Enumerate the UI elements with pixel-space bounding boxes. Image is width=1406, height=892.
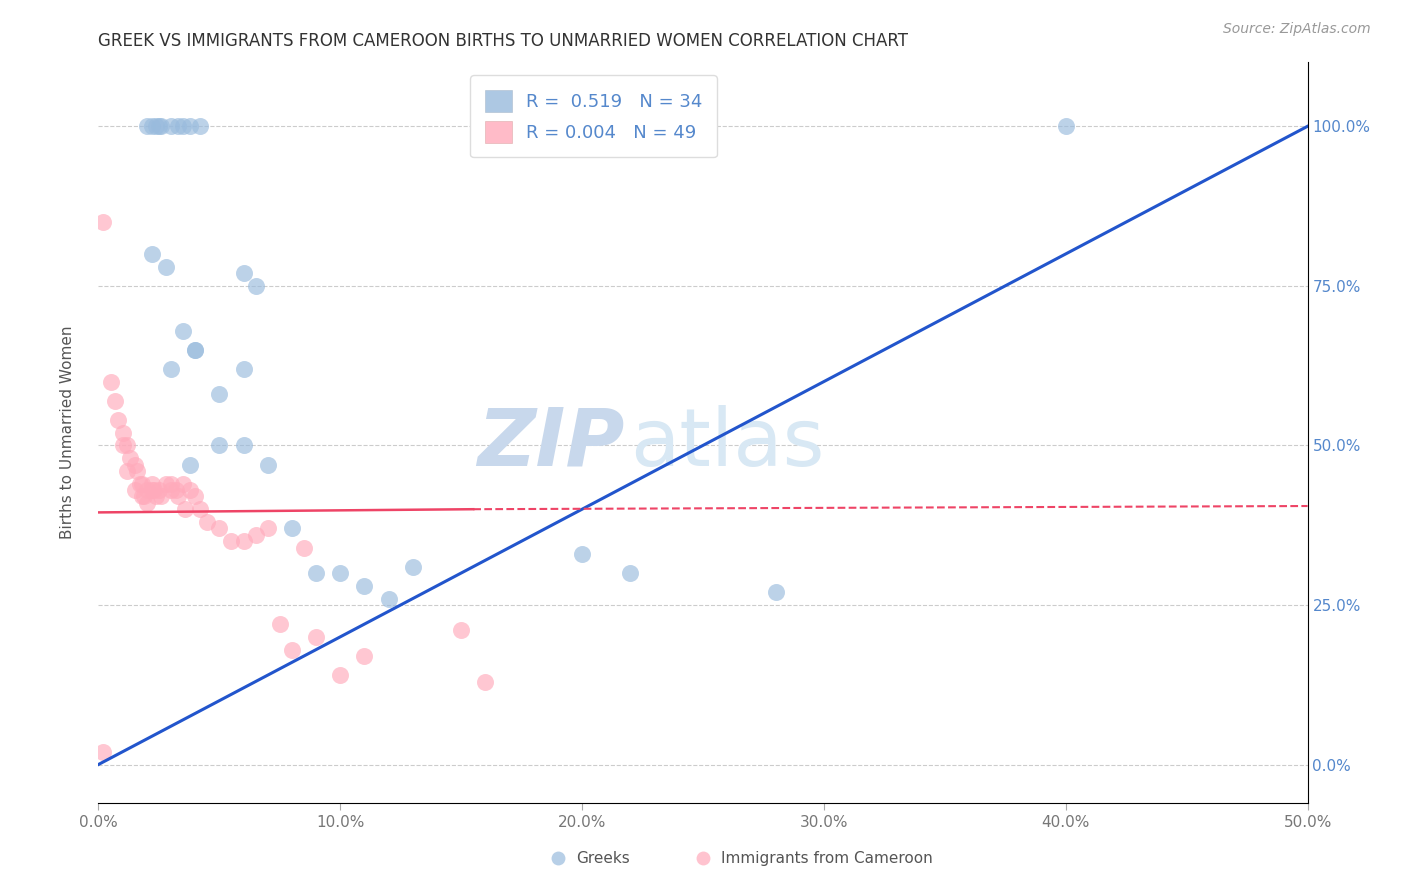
- Point: [765, 585, 787, 599]
- Point: [179, 120, 201, 134]
- Point: [172, 476, 194, 491]
- Point: [141, 120, 163, 134]
- Point: [353, 648, 375, 663]
- Point: [353, 579, 375, 593]
- Point: [160, 120, 183, 134]
- Point: [245, 278, 267, 293]
- Point: [402, 559, 425, 574]
- Point: [160, 361, 183, 376]
- Point: [160, 476, 183, 491]
- Point: [143, 483, 166, 497]
- Point: [135, 483, 157, 497]
- Point: [281, 521, 304, 535]
- Point: [111, 438, 134, 452]
- Point: [184, 343, 207, 357]
- Point: [135, 120, 157, 134]
- Point: [184, 343, 207, 357]
- Point: [131, 476, 153, 491]
- Point: [221, 534, 243, 549]
- Point: [188, 502, 211, 516]
- Point: [195, 515, 218, 529]
- Point: [377, 591, 399, 606]
- Point: [145, 490, 167, 504]
- Point: [155, 260, 177, 274]
- Y-axis label: Births to Unmarried Women: Births to Unmarried Women: [60, 326, 75, 540]
- Point: [208, 521, 231, 535]
- Text: GREEK VS IMMIGRANTS FROM CAMEROON BIRTHS TO UNMARRIED WOMEN CORRELATION CHART: GREEK VS IMMIGRANTS FROM CAMEROON BIRTHS…: [98, 32, 908, 50]
- Point: [571, 547, 593, 561]
- Point: [179, 483, 201, 497]
- Point: [107, 413, 129, 427]
- Point: [245, 527, 267, 541]
- Point: [450, 624, 472, 638]
- Point: [619, 566, 641, 580]
- Point: [232, 266, 254, 280]
- Point: [292, 541, 315, 555]
- Point: [329, 668, 352, 682]
- Point: [172, 120, 194, 134]
- Point: [329, 566, 352, 580]
- Point: [269, 617, 291, 632]
- Point: [100, 375, 122, 389]
- Point: [131, 490, 153, 504]
- Text: ZIP: ZIP: [477, 405, 624, 483]
- Point: [167, 490, 190, 504]
- Point: [155, 476, 177, 491]
- Point: [128, 476, 150, 491]
- Point: [141, 247, 163, 261]
- Point: [256, 521, 278, 535]
- Point: [1296, 805, 1319, 820]
- Point: [117, 438, 139, 452]
- Point: [232, 534, 254, 549]
- Point: [104, 393, 127, 408]
- Point: [118, 451, 141, 466]
- Point: [165, 483, 187, 497]
- Point: [135, 496, 157, 510]
- Point: [91, 745, 114, 759]
- Point: [124, 483, 146, 497]
- Point: [141, 483, 163, 497]
- Point: [208, 387, 231, 401]
- Point: [134, 490, 156, 504]
- Point: [148, 120, 170, 134]
- Point: [160, 483, 183, 497]
- Point: [111, 425, 134, 440]
- Point: [474, 674, 496, 689]
- Point: [281, 642, 304, 657]
- Point: [184, 490, 207, 504]
- Point: [305, 630, 328, 644]
- Point: [141, 476, 163, 491]
- Point: [1054, 120, 1077, 134]
- Point: [232, 438, 254, 452]
- Point: [150, 490, 173, 504]
- Point: [148, 483, 170, 497]
- Point: [150, 120, 173, 134]
- Point: [174, 502, 197, 516]
- Point: [188, 120, 211, 134]
- Text: atlas: atlas: [630, 405, 825, 483]
- Text: Greeks: Greeks: [576, 851, 630, 866]
- Text: Source: ZipAtlas.com: Source: ZipAtlas.com: [1223, 22, 1371, 37]
- Text: Immigrants from Cameroon: Immigrants from Cameroon: [721, 851, 934, 866]
- Point: [117, 464, 139, 478]
- Point: [145, 120, 167, 134]
- Point: [208, 438, 231, 452]
- Point: [172, 324, 194, 338]
- Point: [232, 361, 254, 376]
- Point: [256, 458, 278, 472]
- Point: [127, 464, 149, 478]
- Point: [124, 458, 146, 472]
- Point: [179, 458, 201, 472]
- Point: [305, 566, 328, 580]
- Point: [167, 120, 190, 134]
- Legend: R =  0.519   N = 34, R = 0.004   N = 49: R = 0.519 N = 34, R = 0.004 N = 49: [470, 75, 717, 157]
- Point: [91, 215, 114, 229]
- Point: [1007, 805, 1029, 820]
